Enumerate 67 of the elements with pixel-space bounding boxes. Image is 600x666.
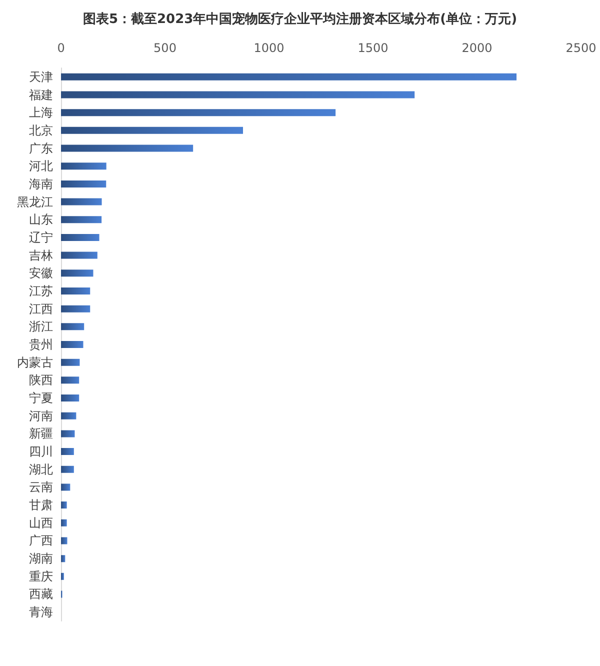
y-tick-label: 广西 <box>29 534 53 548</box>
bar <box>61 305 90 312</box>
y-tick-label: 辽宁 <box>29 230 53 244</box>
y-tick-label: 内蒙古 <box>17 355 53 370</box>
y-tick-label: 安徽 <box>29 266 53 280</box>
bar <box>61 216 102 224</box>
bar <box>61 502 67 509</box>
bar <box>61 537 68 544</box>
bar <box>61 109 336 116</box>
y-tick-label: 吉林 <box>29 248 53 262</box>
bar <box>61 270 94 277</box>
bar <box>61 287 90 294</box>
bar <box>61 91 415 98</box>
y-tick-label: 山东 <box>29 212 53 227</box>
x-tick-label: 1500 <box>358 41 388 55</box>
y-tick-label: 湖南 <box>29 552 53 566</box>
y-tick-label: 福建 <box>29 88 53 102</box>
y-tick-label: 山西 <box>29 516 53 530</box>
bar <box>61 466 74 473</box>
y-tick-label: 甘肃 <box>29 498 53 512</box>
x-tick-label: 2500 <box>566 41 596 55</box>
y-tick-label: 北京 <box>29 123 53 138</box>
bar <box>61 341 84 348</box>
x-tick-label: 1000 <box>254 41 284 55</box>
y-tick-label: 江西 <box>29 302 53 316</box>
bar <box>61 323 84 330</box>
bar <box>61 144 194 152</box>
bar <box>61 252 98 259</box>
bar <box>61 430 75 438</box>
y-tick-label: 贵州 <box>29 338 53 352</box>
y-tick-label: 海南 <box>29 176 53 191</box>
x-tick-label: 2000 <box>462 41 492 55</box>
y-tick-label: 云南 <box>29 480 53 494</box>
bar <box>61 519 67 526</box>
y-tick-label: 浙江 <box>29 320 53 334</box>
chart-title: 图表5：截至2023年中国宠物医疗企业平均注册资本区域分布(单位：万元) <box>82 11 518 27</box>
bar <box>61 448 74 456</box>
bar <box>61 198 102 206</box>
y-tick-label: 宁夏 <box>29 391 53 406</box>
y-tick-label: 重庆 <box>29 569 53 584</box>
y-tick-label: 青海 <box>29 605 53 620</box>
y-tick-label: 陕西 <box>29 373 53 388</box>
y-tick-label: 天津 <box>29 70 53 84</box>
bar <box>61 394 80 402</box>
y-tick-label: 西藏 <box>29 587 53 602</box>
y-tick-label: 湖北 <box>29 462 53 476</box>
y-tick-label: 四川 <box>29 444 53 459</box>
bar <box>61 234 100 241</box>
bar <box>61 376 80 384</box>
bar <box>61 484 70 491</box>
y-tick-label: 河南 <box>29 408 53 423</box>
bar <box>61 73 517 80</box>
y-tick-label: 江苏 <box>29 284 53 298</box>
bar <box>61 162 106 170</box>
bar <box>61 126 243 134</box>
bar <box>61 412 76 420</box>
x-tick-label: 500 <box>154 41 176 55</box>
x-tick-label: 0 <box>57 41 65 55</box>
bar <box>61 358 80 366</box>
y-tick-label: 上海 <box>29 106 53 120</box>
y-tick-label: 河北 <box>29 159 53 174</box>
bar <box>61 555 66 562</box>
y-tick-label: 广东 <box>29 141 53 156</box>
y-tick-label: 新疆 <box>29 426 53 441</box>
bar <box>61 572 64 580</box>
bar <box>61 180 106 188</box>
y-tick-label: 黑龙江 <box>17 194 53 209</box>
